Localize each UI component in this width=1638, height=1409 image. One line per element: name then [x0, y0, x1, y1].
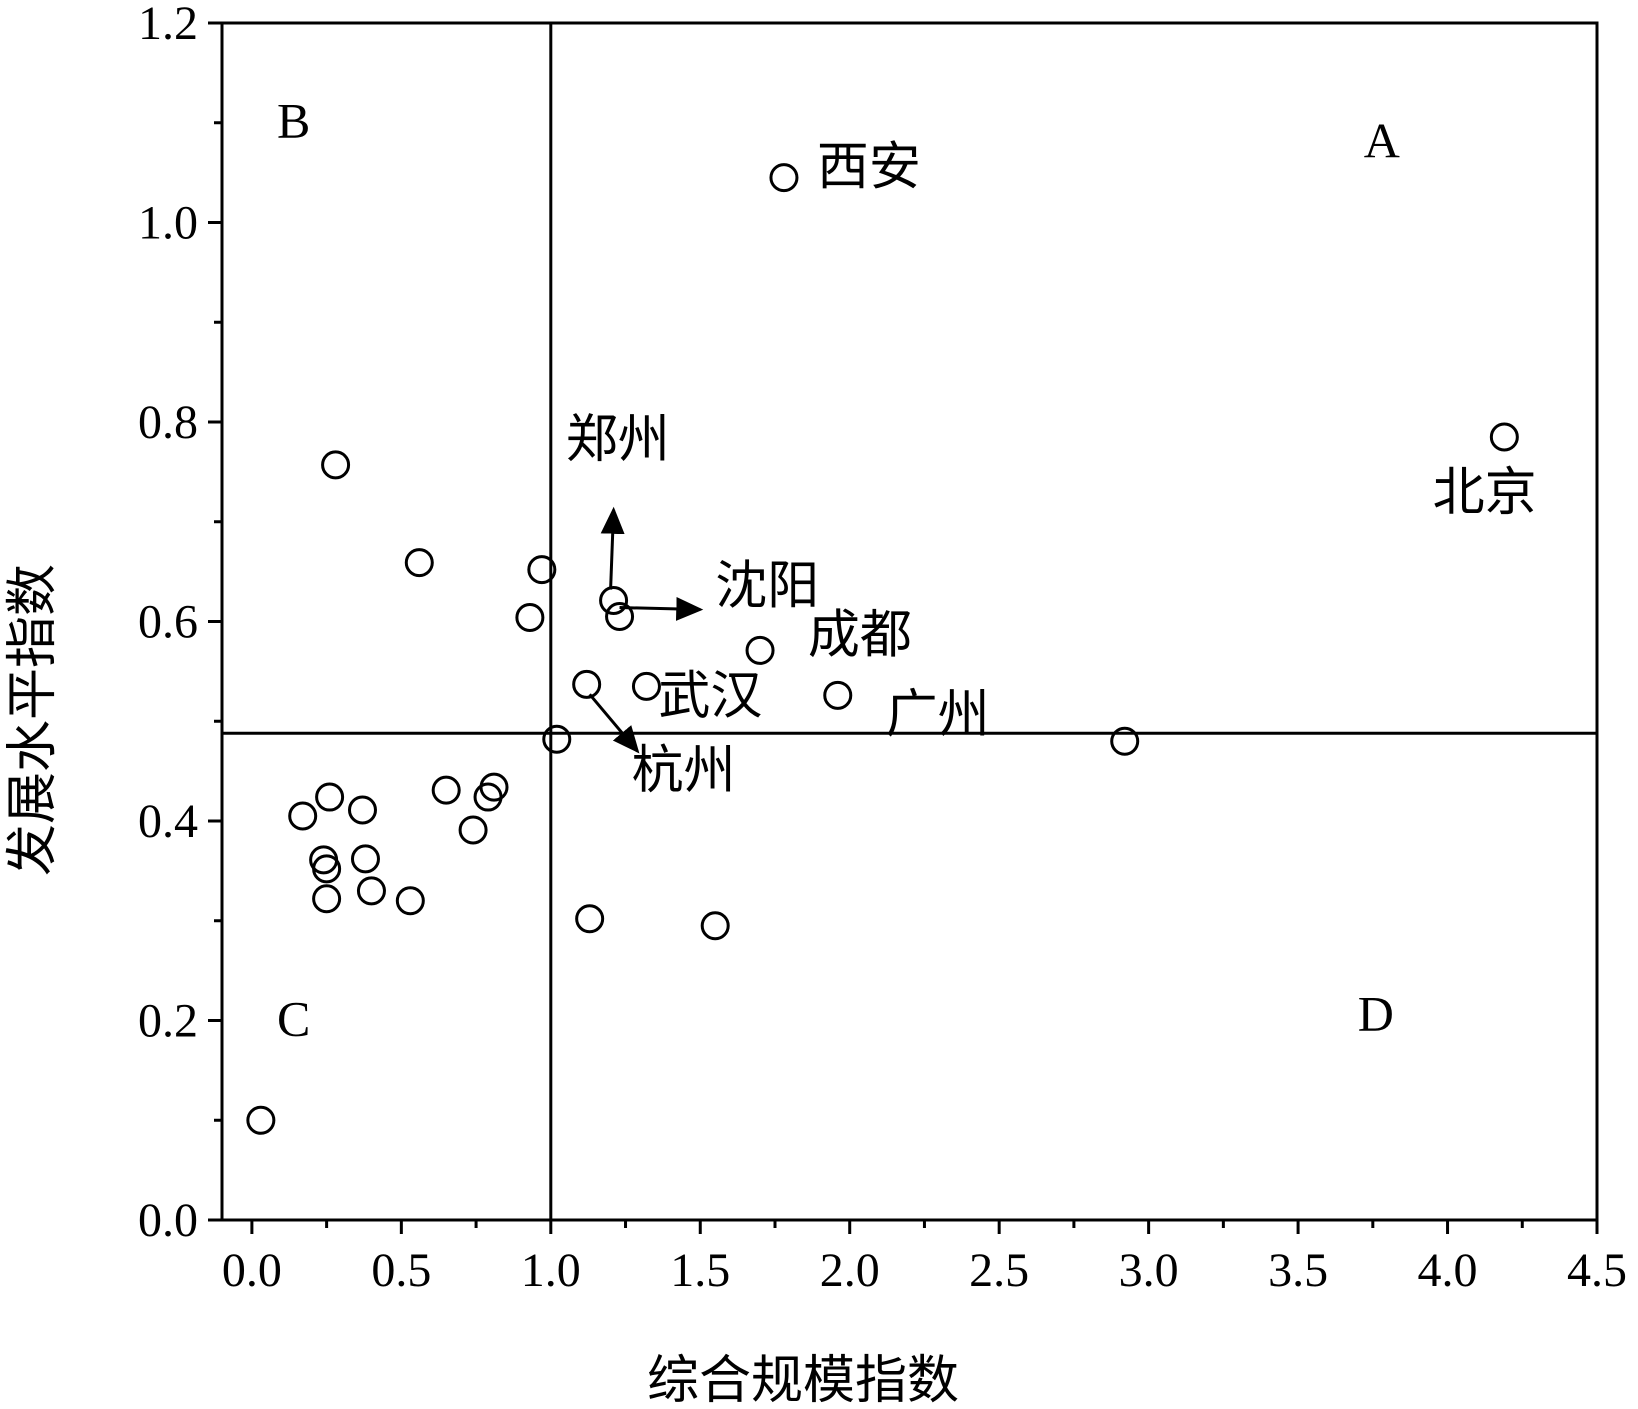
data-point — [356, 876, 386, 906]
quadrant-label-c: C — [277, 990, 310, 1046]
y-tick-label: 1.0 — [138, 197, 198, 250]
city-label: 成都 — [808, 607, 912, 664]
city-label: 武汉 — [658, 668, 762, 725]
data-point — [473, 782, 503, 812]
data-point — [458, 815, 488, 845]
data-point — [288, 801, 318, 831]
x-tick-label: 0.0 — [222, 1244, 282, 1297]
callout-arrow — [588, 693, 640, 754]
data-point — [312, 884, 342, 914]
x-tick-label: 1.0 — [521, 1244, 581, 1297]
data-point — [431, 775, 461, 805]
city-label: 北京 — [1433, 465, 1537, 522]
data-point — [572, 669, 602, 699]
y-tick-label: 1.2 — [138, 0, 198, 50]
callout-arrow — [600, 506, 625, 590]
data-point — [599, 586, 629, 616]
data-point — [542, 724, 572, 754]
city-label: 杭州 — [632, 743, 736, 800]
data-point — [769, 163, 799, 193]
city-label: 西安 — [817, 140, 921, 197]
data-point — [575, 904, 605, 934]
city-label: 广州 — [886, 687, 990, 744]
data-point — [321, 450, 351, 480]
x-tick-label: 3.0 — [1119, 1244, 1179, 1297]
callout-arrow — [619, 596, 704, 621]
data-point — [700, 911, 730, 941]
data-point — [312, 854, 342, 884]
x-tick-label: 0.5 — [371, 1244, 431, 1297]
quadrant-label-d: D — [1358, 985, 1394, 1041]
x-tick-label: 2.0 — [820, 1244, 880, 1297]
data-point — [527, 555, 557, 585]
data-point — [246, 1105, 276, 1135]
data-point — [605, 602, 635, 632]
x-tick-label: 4.0 — [1418, 1244, 1478, 1297]
x-tick-label: 1.5 — [670, 1244, 730, 1297]
data-point — [1110, 726, 1140, 756]
y-axis-title: 发展水平指数 — [5, 564, 62, 876]
data-point — [1489, 422, 1519, 452]
data-point — [395, 886, 425, 916]
data-point — [350, 844, 380, 874]
y-tick-label: 0.0 — [138, 1194, 198, 1247]
quadrant-label-a: A — [1364, 113, 1400, 169]
x-axis-title: 综合规模指数 — [647, 1353, 959, 1409]
data-point — [515, 603, 545, 633]
data-point — [404, 548, 434, 578]
city-label: 郑州 — [566, 412, 670, 469]
city-label: 沈阳 — [715, 559, 819, 616]
data-point — [631, 671, 661, 701]
data-point — [347, 795, 377, 825]
data-point — [315, 782, 345, 812]
y-tick-label: 0.2 — [138, 995, 198, 1048]
x-tick-label: 3.5 — [1268, 1244, 1328, 1297]
x-tick-label: 4.5 — [1567, 1244, 1627, 1297]
y-tick-label: 0.8 — [138, 396, 198, 449]
data-point — [823, 680, 853, 710]
x-tick-label: 2.5 — [969, 1244, 1029, 1297]
quadrant-label-b: B — [277, 93, 310, 149]
data-point — [745, 635, 775, 665]
y-tick-label: 0.6 — [138, 596, 198, 649]
y-tick-label: 0.4 — [138, 795, 198, 848]
